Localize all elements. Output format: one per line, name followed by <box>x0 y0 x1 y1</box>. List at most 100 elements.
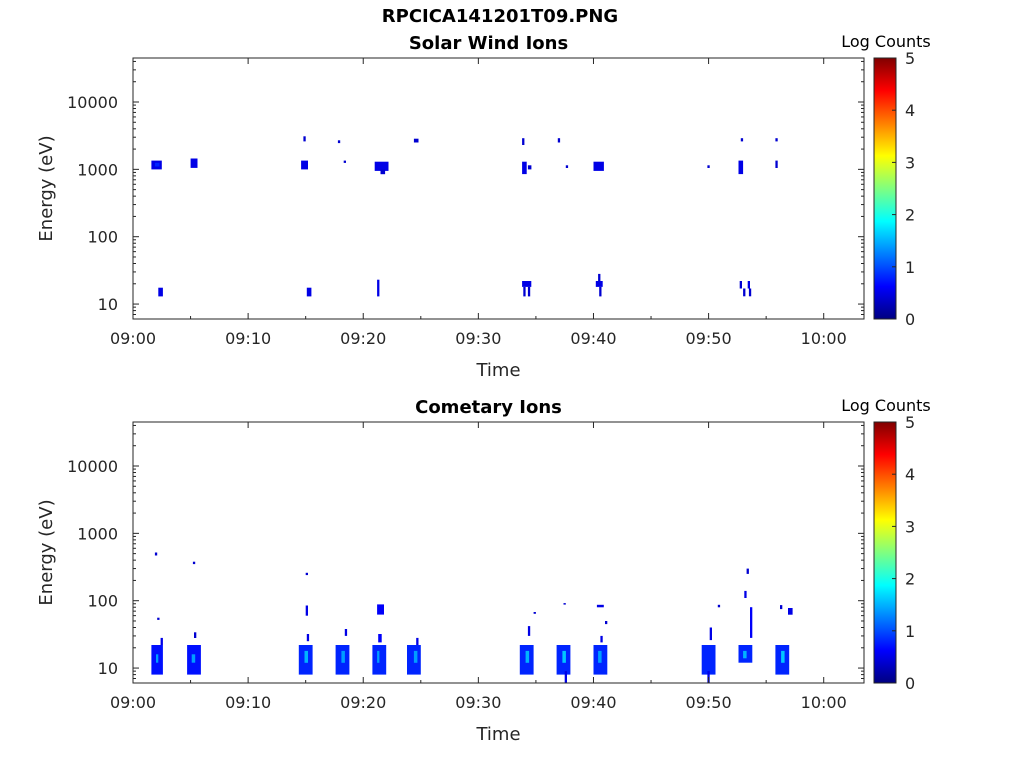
x-tick-label: 10:00 <box>801 693 847 712</box>
heatmap-cell <box>158 287 163 297</box>
heatmap-cell <box>377 279 380 297</box>
heatmap-cell <box>707 165 710 168</box>
heatmap-cell <box>709 627 712 641</box>
heatmap-cell <box>533 612 536 614</box>
heatmap-cell <box>750 607 753 638</box>
heatmap-cell <box>747 281 750 289</box>
x-axis-title: Time <box>475 360 520 381</box>
heatmap-cell <box>605 621 608 625</box>
heatmap-cell <box>192 561 196 565</box>
heatmap-cell <box>301 160 308 170</box>
x-tick-label: 10:00 <box>801 329 847 348</box>
colorbar-tick-label: 3 <box>905 517 915 536</box>
x-tick-label: 09:40 <box>570 329 616 348</box>
heatmap-cell <box>717 604 721 608</box>
colorbar-tick-label: 5 <box>905 49 915 68</box>
heatmap-cell <box>775 138 778 142</box>
x-tick-label: 09:10 <box>225 693 271 712</box>
heatmap-cell <box>701 645 716 675</box>
y-tick-label: 10000 <box>67 93 118 112</box>
colorbar-tick-label: 0 <box>905 310 915 329</box>
heatmap-cell <box>593 161 604 171</box>
colorbar-label: Log Counts <box>841 396 931 415</box>
heatmap-cell <box>746 568 749 574</box>
y-tick-label: 100 <box>87 228 118 247</box>
plot-area <box>133 422 864 683</box>
heatmap-cell <box>305 572 308 576</box>
heatmap-cell <box>413 650 418 663</box>
panel-1: 09:00 09:10 09:20 09:30 09:40 09:50 10:0010100… <box>36 32 931 381</box>
heatmap-cell <box>380 169 386 175</box>
heatmap-cell <box>306 287 312 297</box>
heatmap-cell <box>374 161 389 171</box>
plot-area <box>133 58 864 319</box>
colorbar-label: Log Counts <box>841 32 931 51</box>
panel-2: 09:00 09:10 09:20 09:30 09:40 09:50 10:0010100… <box>36 396 931 745</box>
heatmap-cell <box>743 288 746 297</box>
heatmap-cell <box>598 273 601 281</box>
heatmap-cell <box>527 626 531 636</box>
x-tick-label: 09:30 <box>455 329 501 348</box>
heatmap-cells <box>151 136 778 297</box>
heatmap-cell <box>343 160 346 163</box>
heatmap-cell <box>522 138 525 145</box>
heatmap-cell <box>522 281 532 287</box>
y-axis-title: Energy (eV) <box>36 499 57 605</box>
y-axis-title: Energy (eV) <box>36 135 57 241</box>
y-tick-label: 10 <box>98 659 118 678</box>
heatmap-cell <box>341 650 345 663</box>
heatmap-cell <box>194 632 197 638</box>
x-tick-label: 09:10 <box>225 329 271 348</box>
x-tick-label: 09:50 <box>686 329 732 348</box>
x-tick-label: 09:30 <box>455 693 501 712</box>
x-tick-label: 09:00 <box>110 329 156 348</box>
colorbar-tick-label: 2 <box>905 206 915 225</box>
axes-frame <box>132 57 865 320</box>
colorbar-tick-label: 5 <box>905 413 915 432</box>
heatmap-cell <box>557 138 561 143</box>
colorbar-gradient <box>873 57 897 320</box>
heatmap-cell <box>775 160 778 168</box>
figure-title: RPCICA141201T09.PNG <box>381 6 619 27</box>
heatmap-cell <box>565 165 569 168</box>
heatmap-cell <box>303 136 306 142</box>
heatmap-cell <box>156 654 159 663</box>
heatmap-cell <box>781 650 785 663</box>
x-tick-label: 09:40 <box>570 693 616 712</box>
heatmap-cell <box>748 288 752 297</box>
heatmap-cell <box>416 637 419 645</box>
heatmap-cell <box>154 552 158 556</box>
heatmap-cell <box>522 161 527 175</box>
heatmap-cell <box>562 650 566 663</box>
y-tick-label: 10000 <box>67 457 118 476</box>
heatmap-cells <box>151 552 793 683</box>
heatmap-cell <box>599 286 602 297</box>
x-axis-title: Time <box>475 724 520 745</box>
colorbar-tick-label: 3 <box>905 153 915 172</box>
heatmap-cell <box>523 286 526 297</box>
x-tick-label: 09:50 <box>686 693 732 712</box>
panel-title: Solar Wind Ions <box>409 33 568 54</box>
heatmap-cell <box>378 634 382 643</box>
colorbar-gradient <box>873 421 897 684</box>
y-tick-label: 1000 <box>77 160 118 179</box>
heatmap-cell <box>191 654 196 663</box>
colorbar-tick-label: 1 <box>905 258 915 277</box>
heatmap-cell <box>740 138 744 142</box>
colorbar-tick-label: 2 <box>905 570 915 589</box>
heatmap-cell <box>563 603 566 605</box>
colorbar-tick-label: 0 <box>905 674 915 693</box>
colorbar-tick-label: 1 <box>905 622 915 641</box>
heatmap-cell <box>600 635 603 643</box>
x-tick-label: 09:20 <box>340 329 386 348</box>
heatmap-cell <box>780 605 783 610</box>
heatmap-cell <box>190 158 198 168</box>
y-tick-label: 10 <box>98 295 118 314</box>
heatmap-cell <box>305 605 308 616</box>
heatmap-cell <box>788 608 793 615</box>
heatmap-cell <box>377 604 384 615</box>
heatmap-cell <box>564 671 567 683</box>
x-tick-label: 09:00 <box>110 693 156 712</box>
